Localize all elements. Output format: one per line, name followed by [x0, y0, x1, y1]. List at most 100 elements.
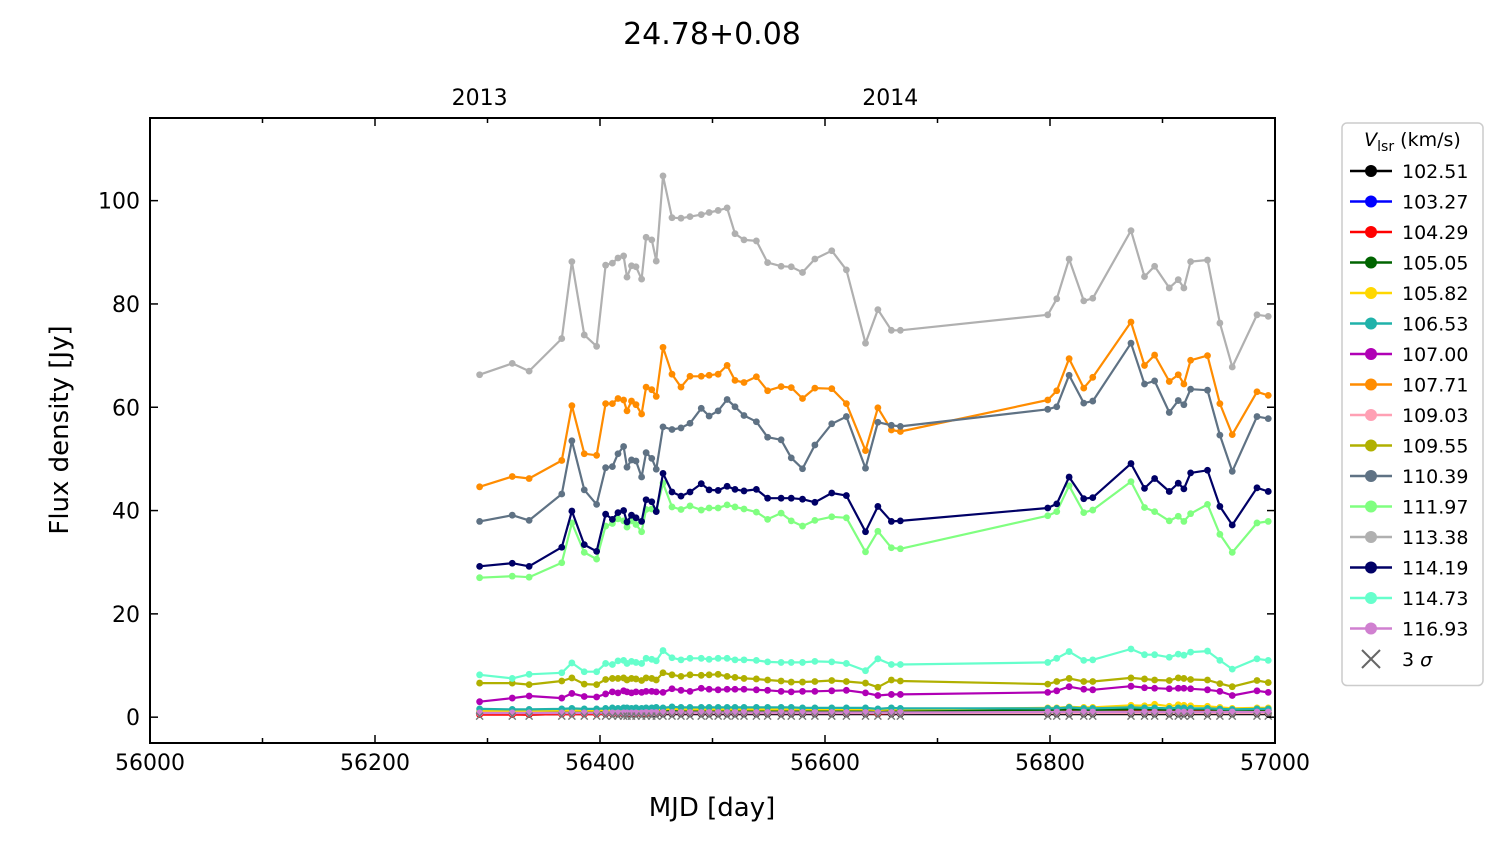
data-point — [764, 709, 772, 716]
data-point — [642, 383, 650, 391]
data-point — [593, 342, 601, 350]
data-point — [648, 498, 656, 506]
data-point — [862, 679, 869, 687]
data-point — [677, 656, 685, 664]
top-tick-label: 2014 — [862, 86, 918, 111]
data-point — [1264, 688, 1272, 696]
data-point — [828, 489, 836, 497]
sigma-marker — [1127, 712, 1135, 721]
data-point — [842, 400, 850, 408]
data-point — [686, 488, 694, 496]
data-point — [1053, 295, 1061, 303]
data-point — [602, 690, 610, 698]
data-point — [525, 367, 533, 375]
data-point — [705, 486, 713, 494]
legend-marker — [1365, 622, 1377, 635]
data-point — [686, 703, 694, 711]
data-point — [652, 688, 660, 696]
data-point — [659, 423, 667, 431]
data-point — [1044, 405, 1052, 413]
data-point — [723, 396, 731, 403]
data-point — [828, 709, 836, 716]
data-point — [632, 704, 640, 712]
data-point — [602, 660, 610, 667]
data-point — [1174, 276, 1182, 284]
data-point — [714, 670, 722, 678]
data-point — [686, 709, 694, 716]
series-layer — [476, 172, 1272, 718]
data-point — [1264, 415, 1272, 423]
data-point — [1204, 386, 1211, 394]
data-point — [580, 668, 588, 676]
data-point — [705, 655, 713, 663]
data-point — [1127, 703, 1135, 711]
data-point — [1174, 371, 1182, 379]
sigma-marker — [1165, 712, 1174, 721]
data-point — [659, 669, 667, 677]
data-point — [580, 549, 588, 556]
data-point — [1253, 388, 1261, 396]
data-point — [1264, 656, 1272, 664]
data-point — [752, 675, 760, 683]
data-point — [580, 693, 588, 700]
data-point — [558, 490, 566, 498]
sigma-marker — [1179, 712, 1188, 721]
data-point — [811, 678, 819, 685]
data-point — [1216, 687, 1224, 695]
legend-label: 103.27 — [1402, 192, 1468, 214]
data-point — [811, 441, 819, 449]
data-point — [508, 359, 516, 367]
data-point — [777, 509, 785, 517]
data-point — [787, 454, 795, 462]
data-point — [677, 703, 685, 711]
data-point — [1253, 687, 1261, 695]
series-114.19 — [476, 460, 1272, 570]
data-point — [638, 528, 646, 536]
data-point — [1165, 685, 1173, 693]
legend-item-103.27: 103.27 — [1350, 192, 1468, 214]
legend-item-109.03: 109.03 — [1350, 405, 1468, 427]
data-point — [614, 689, 622, 697]
data-point — [1141, 273, 1148, 280]
data-point — [714, 703, 722, 711]
data-point — [697, 684, 705, 692]
data-point — [659, 647, 667, 654]
data-point — [731, 485, 739, 493]
data-point — [874, 655, 882, 663]
data-point — [525, 573, 533, 581]
data-point — [608, 515, 616, 523]
legend-title: Vlsr (km/s) — [1364, 129, 1461, 155]
data-point — [723, 654, 731, 662]
data-point — [842, 686, 850, 694]
data-point — [1253, 677, 1261, 684]
data-point — [508, 511, 516, 519]
sigma-marker — [810, 712, 819, 721]
data-point — [740, 412, 748, 419]
data-point — [614, 395, 622, 402]
data-point — [787, 678, 795, 686]
data-point — [1044, 688, 1052, 696]
data-point — [677, 709, 685, 716]
data-point — [1228, 431, 1236, 439]
data-point — [602, 704, 610, 712]
data-point — [476, 574, 484, 582]
sigma-marker — [475, 712, 484, 721]
data-point — [580, 680, 588, 688]
data-point — [1174, 650, 1182, 658]
data-point — [731, 403, 739, 411]
data-point — [799, 709, 806, 716]
data-point — [842, 704, 850, 712]
series-109.55 — [476, 669, 1272, 691]
data-point — [1053, 687, 1061, 695]
sigma-marker — [842, 712, 851, 721]
data-point — [787, 384, 795, 392]
data-point — [777, 687, 785, 695]
data-point — [686, 654, 694, 662]
data-point — [1228, 665, 1236, 673]
top-tick-label: 2013 — [452, 86, 508, 111]
data-point — [1053, 678, 1061, 685]
data-point — [874, 418, 882, 426]
y-tick-label: 20 — [112, 603, 140, 628]
data-point — [659, 343, 667, 351]
data-point — [608, 688, 616, 696]
